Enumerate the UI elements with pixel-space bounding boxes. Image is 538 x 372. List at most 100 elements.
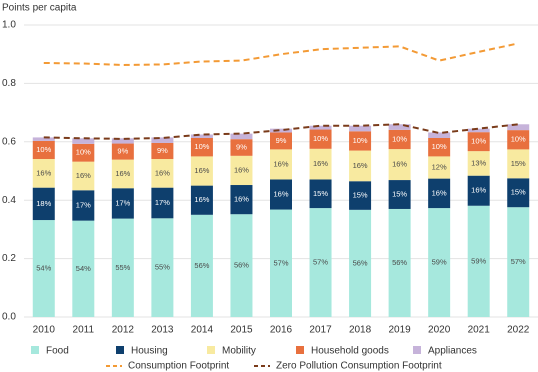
bar-segment xyxy=(349,131,372,151)
segment-label: 17% xyxy=(115,198,130,207)
segment-label: 16% xyxy=(273,159,288,168)
bar-segment xyxy=(309,125,332,130)
x-tick-label: 2022 xyxy=(507,325,530,336)
segment-label: 55% xyxy=(115,263,130,272)
segment-label: 56% xyxy=(234,261,249,270)
bar-segment xyxy=(467,128,490,133)
bar-segment xyxy=(72,143,95,162)
bar-segment xyxy=(507,149,530,179)
segment-label: 54% xyxy=(76,264,91,273)
segment-label: 15% xyxy=(392,189,407,198)
segment-label: 56% xyxy=(392,258,407,267)
bar-segment xyxy=(467,132,490,152)
legend-swatch xyxy=(413,346,421,354)
bar-segment xyxy=(270,128,292,133)
segment-label: 9% xyxy=(276,136,287,145)
segment-label: 10% xyxy=(432,142,447,151)
segment-label: 16% xyxy=(432,188,447,197)
bar-segment xyxy=(151,187,174,219)
bar-segment xyxy=(111,218,134,317)
segment-label: 59% xyxy=(432,258,447,267)
x-tick-label: 2012 xyxy=(112,325,135,336)
bar-segment xyxy=(309,179,332,209)
bar-segment xyxy=(32,137,55,141)
bar-segment xyxy=(111,159,134,189)
bar-segment xyxy=(467,151,490,176)
bar-segment xyxy=(428,132,451,139)
segment-label: 9% xyxy=(117,147,128,156)
bar-segment xyxy=(32,187,55,221)
segment-label: 10% xyxy=(36,145,51,154)
segment-label: 9% xyxy=(236,142,247,151)
bar-segment xyxy=(72,220,95,317)
bar-segment xyxy=(349,181,372,210)
bar-segment xyxy=(349,209,372,317)
legend-swatch xyxy=(31,346,39,354)
legend-label: Food xyxy=(46,346,69,357)
legend-swatch xyxy=(296,346,304,354)
bar-segment xyxy=(230,214,253,317)
legend-swatch xyxy=(116,346,124,354)
bar-segment xyxy=(151,137,174,143)
segment-label: 57% xyxy=(313,258,328,267)
segment-label: 10% xyxy=(76,148,91,157)
x-tick-label: 2019 xyxy=(388,325,411,336)
segment-label: 10% xyxy=(392,134,407,143)
segment-label: 16% xyxy=(234,195,249,204)
segment-label: 15% xyxy=(313,189,328,198)
segment-label: 16% xyxy=(76,171,91,180)
legend-swatch xyxy=(207,346,215,354)
bar-segment xyxy=(190,214,213,317)
segment-label: 18% xyxy=(36,199,51,208)
y-tick-label: 0.6 xyxy=(2,136,16,147)
bar-segment xyxy=(507,124,530,131)
segment-label: 10% xyxy=(313,134,328,143)
bar-segment xyxy=(349,125,372,132)
bar-segment xyxy=(72,161,95,191)
bar-segment xyxy=(428,156,451,179)
y-tick-label: 0.0 xyxy=(2,312,16,323)
segment-label: 16% xyxy=(194,166,209,175)
bar-segment xyxy=(270,209,292,317)
x-tick-label: 2013 xyxy=(151,325,174,336)
bar-segment xyxy=(230,155,253,186)
bar-segment xyxy=(111,188,134,219)
bar-segment xyxy=(388,149,411,181)
segment-label: 15% xyxy=(353,191,368,200)
segment-label: 10% xyxy=(194,142,209,151)
y-axis-title: Points per capita xyxy=(2,3,77,14)
legend-label: Consumption Footprint xyxy=(128,361,229,372)
bar-segment xyxy=(349,150,372,182)
segment-label: 59% xyxy=(471,256,486,265)
segment-label: 16% xyxy=(194,195,209,204)
bar-segment xyxy=(190,156,213,186)
bar-segment xyxy=(309,129,332,149)
segment-label: 17% xyxy=(155,198,170,207)
bar-segment xyxy=(428,178,451,209)
bar-segment xyxy=(230,139,253,156)
bar-segment xyxy=(151,159,174,188)
bar-segment xyxy=(32,220,55,317)
x-tick-label: 2017 xyxy=(309,325,332,336)
bar-segment xyxy=(230,133,253,140)
bar-segment xyxy=(270,149,292,180)
bar-segment xyxy=(32,140,55,160)
segment-label: 16% xyxy=(273,189,288,198)
bar-segment xyxy=(428,138,451,157)
segment-label: 57% xyxy=(511,257,526,266)
segment-label: 16% xyxy=(392,160,407,169)
bar-segment xyxy=(309,208,332,317)
bar-segment xyxy=(467,175,490,206)
y-tick-label: 0.8 xyxy=(2,78,16,89)
x-tick-label: 2016 xyxy=(270,325,293,336)
segment-label: 17% xyxy=(76,200,91,209)
segment-label: 16% xyxy=(234,165,249,174)
segment-label: 16% xyxy=(313,159,328,168)
x-tick-label: 2014 xyxy=(191,325,214,336)
bar-segment xyxy=(507,178,530,208)
segment-label: 57% xyxy=(273,258,288,267)
bar-segment xyxy=(151,142,174,160)
bar-segment xyxy=(72,138,95,144)
bar-segment xyxy=(507,207,530,317)
